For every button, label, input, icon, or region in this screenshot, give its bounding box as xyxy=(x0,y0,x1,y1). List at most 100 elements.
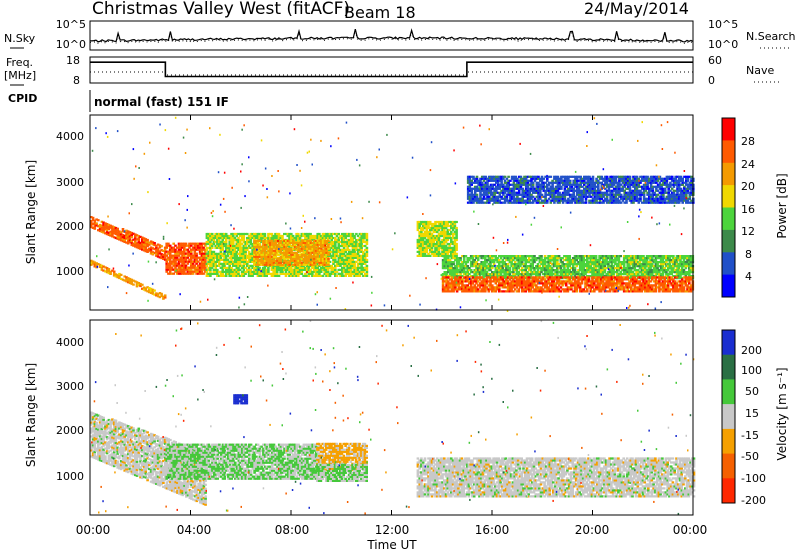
power-cell-3542 xyxy=(519,275,522,278)
power-cell-4591 xyxy=(455,290,459,293)
power-cell-447 xyxy=(181,262,184,265)
power-cell-3039 xyxy=(448,246,451,249)
power-cell-137 xyxy=(135,242,139,245)
power-cell-3276 xyxy=(471,257,475,260)
power-cell-3453 xyxy=(503,265,506,268)
power-cell-903 xyxy=(232,264,235,267)
power-cell-3187 xyxy=(454,257,457,260)
power-cell-3641 xyxy=(536,271,540,274)
power-cell-922 xyxy=(233,268,237,271)
power-cell-4794 xyxy=(512,284,515,287)
power-cell-672 xyxy=(209,258,212,261)
power-cell-1428 xyxy=(281,234,284,238)
power-cell-4010 xyxy=(601,269,605,272)
power-cell-4078 xyxy=(612,255,615,258)
power-cell-3235 xyxy=(462,255,466,258)
power-cell-666 xyxy=(209,270,212,273)
power-cell-695 xyxy=(210,250,214,253)
power-cell-4555 xyxy=(445,280,448,283)
power-cell-3168 xyxy=(450,255,454,258)
power-cell-2530 xyxy=(292,263,295,266)
power-cell-4963 xyxy=(556,286,559,289)
power-cell-3868 xyxy=(577,255,580,258)
power-cell-8 xyxy=(91,216,95,219)
power-cell-1476 xyxy=(286,234,290,238)
power-cell-2415 xyxy=(270,247,274,250)
power-cell-2656 xyxy=(313,263,316,266)
power-cell-106 xyxy=(126,240,130,243)
power-cell-1416 xyxy=(281,260,284,263)
power-cell-2627 xyxy=(307,253,311,256)
power-cell-1360 xyxy=(275,266,279,269)
power-cell-4708 xyxy=(487,284,491,287)
power-cell-2825 xyxy=(423,234,427,238)
power-cell-691 xyxy=(210,258,214,261)
power-cell-3330 xyxy=(482,273,485,276)
power-cell-4100 xyxy=(617,269,621,272)
power-cell-3289 xyxy=(475,275,478,278)
power-cell-3028 xyxy=(446,236,450,240)
power-cell-2887 xyxy=(430,236,434,240)
power-cell-1113 xyxy=(251,236,254,240)
power-cell-472 xyxy=(183,242,186,245)
power-cell-3315 xyxy=(478,265,482,268)
power-cell-1353 xyxy=(274,236,277,240)
power-cell-4105 xyxy=(617,259,621,262)
power-cell-4894 xyxy=(538,288,542,291)
power-cell-519 xyxy=(190,250,193,253)
power-cell-2394 xyxy=(267,241,270,244)
power-cell-753 xyxy=(217,274,221,277)
power-cell-4042 xyxy=(607,265,610,268)
power-cell-2068 xyxy=(344,242,348,246)
power-cell-2929 xyxy=(436,244,439,248)
power-cell-4207 xyxy=(635,257,638,260)
power-cell-3636 xyxy=(535,259,538,262)
power-cell-4323 xyxy=(654,261,658,264)
power-cell-1857 xyxy=(323,236,326,240)
power-cell-677 xyxy=(209,248,212,251)
power-cell-2639 xyxy=(309,253,313,256)
power-cell-4932 xyxy=(549,290,552,293)
power-cell-3384 xyxy=(491,265,494,268)
power-cell-4930 xyxy=(547,278,550,281)
power-cell-4881 xyxy=(535,286,538,289)
power-cell-4237 xyxy=(640,259,644,262)
power-cell-3609 xyxy=(529,259,533,262)
power-cell-4786 xyxy=(510,288,513,291)
power-cell-2651 xyxy=(311,255,314,258)
power-cell-2529 xyxy=(290,239,293,242)
power-cell-2133 xyxy=(351,270,355,273)
power-cell-2571 xyxy=(297,239,300,242)
power-cell-4434 xyxy=(675,275,679,278)
power-cell-874 xyxy=(228,240,231,244)
power-cell-4912 xyxy=(543,290,547,293)
power-cell-4964 xyxy=(556,282,559,285)
power-cell-4061 xyxy=(610,269,614,272)
power-cell-463 xyxy=(183,260,186,263)
power-cell-489 xyxy=(186,260,190,263)
power-cell-3760 xyxy=(557,257,561,260)
power-cell-873 xyxy=(228,242,231,246)
power-cell-4616 xyxy=(461,278,464,281)
power-cell-2441 xyxy=(276,263,279,266)
power-cell-3440 xyxy=(501,271,505,274)
power-cell-3564 xyxy=(522,269,526,272)
power-cell-988 xyxy=(239,244,242,248)
power-cell-2207 xyxy=(358,266,362,269)
power-cell-4916 xyxy=(543,280,547,283)
power-cell-2034 xyxy=(341,232,344,236)
power-cell-1502 xyxy=(290,264,293,267)
power-cell-2652 xyxy=(311,251,314,254)
power-cell-526 xyxy=(191,264,195,267)
power-cell-4400 xyxy=(668,263,672,266)
power-cell-2486 xyxy=(283,245,286,248)
power-cell-328 xyxy=(163,294,167,297)
power-cell-265 xyxy=(114,273,118,276)
power-cell-2664 xyxy=(313,247,316,250)
power-cell-2194 xyxy=(356,258,360,261)
power-cell-3856 xyxy=(575,263,578,266)
power-cell-4690 xyxy=(482,282,485,285)
power-cell-2624 xyxy=(307,259,311,262)
power-cell-858 xyxy=(226,234,230,238)
power-cell-881 xyxy=(230,268,233,271)
